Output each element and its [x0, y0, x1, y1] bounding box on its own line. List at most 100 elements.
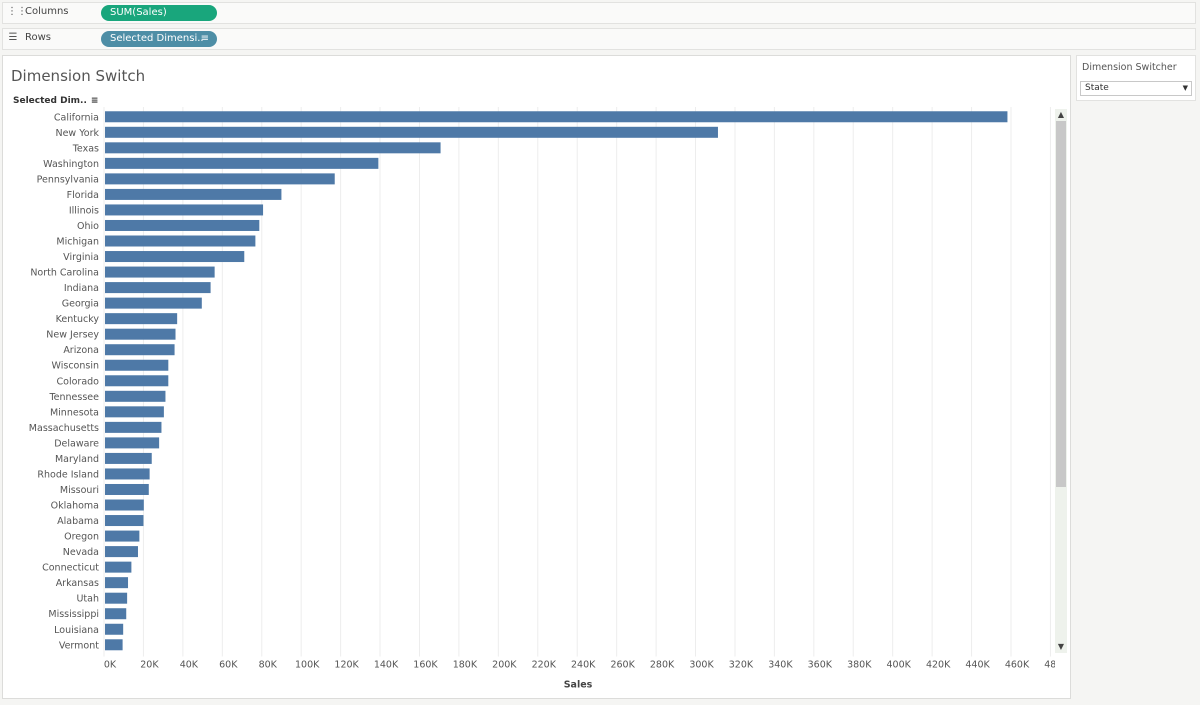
sales-bar[interactable]	[105, 390, 166, 402]
sum-sales-pill[interactable]: SUM(Sales)	[101, 5, 217, 21]
category-label: Nevada	[63, 547, 99, 558]
sales-bar[interactable]	[105, 437, 160, 449]
sales-bar[interactable]	[105, 251, 245, 263]
x-tick-label: 300K	[689, 660, 714, 671]
sales-bar[interactable]	[105, 126, 718, 138]
x-tick-label: 380K	[847, 660, 872, 671]
x-tick-label: 160K	[413, 660, 438, 671]
sales-bar[interactable]	[105, 297, 202, 309]
sales-bar[interactable]	[105, 204, 264, 216]
sort-descending-icon[interactable]: ≡	[90, 96, 99, 106]
category-label: Mississippi	[48, 609, 99, 620]
x-tick-label: 200K	[492, 660, 517, 671]
x-tick-label: 400K	[887, 660, 912, 671]
sales-bar[interactable]	[105, 359, 169, 371]
x-tick-label: 180K	[453, 660, 478, 671]
sales-bar[interactable]	[105, 328, 176, 340]
category-label: Indiana	[64, 283, 99, 294]
sales-bar[interactable]	[105, 173, 335, 185]
x-tick-label: 60K	[219, 660, 238, 671]
row-header-label: Selected Dim..	[13, 96, 87, 106]
sales-bar[interactable]	[105, 282, 211, 294]
x-axis-title: Sales	[564, 680, 593, 691]
sales-bar[interactable]	[105, 515, 144, 527]
selected-dimension-pill[interactable]: Selected Dimensi.. ≡	[101, 31, 217, 47]
sales-bar[interactable]	[105, 266, 215, 278]
x-tick-label: 80K	[259, 660, 278, 671]
columns-label: Columns	[25, 6, 69, 17]
sales-bar[interactable]	[105, 499, 144, 511]
x-tick-label: 360K	[808, 660, 833, 671]
sales-bar[interactable]	[105, 344, 175, 356]
rows-icon: ☰	[8, 32, 18, 43]
sales-bar[interactable]	[105, 639, 123, 651]
x-tick-label: 120K	[334, 660, 359, 671]
sales-bar[interactable]	[105, 421, 162, 433]
category-label: Maryland	[55, 454, 99, 465]
sales-bar[interactable]	[105, 608, 127, 620]
category-label: California	[54, 112, 99, 123]
category-label: Pennsylvania	[37, 174, 99, 185]
x-tick-label: 220K	[532, 660, 557, 671]
sales-bar[interactable]	[105, 561, 132, 573]
rows-label: Rows	[25, 32, 52, 43]
x-tick-label: 40K	[180, 660, 199, 671]
sales-bar[interactable]	[105, 468, 150, 480]
x-tick-label: 240K	[571, 660, 596, 671]
sales-bar[interactable]	[105, 188, 282, 200]
sales-bar[interactable]	[105, 546, 138, 558]
x-tick-label: 280K	[650, 660, 675, 671]
category-label: Connecticut	[42, 563, 99, 574]
category-label: Washington	[43, 159, 99, 170]
category-label: Illinois	[69, 205, 99, 216]
sales-bar[interactable]	[105, 577, 129, 589]
category-label: Michigan	[56, 237, 99, 248]
columns-shelf: ⋮⋮ Columns SUM(Sales)	[2, 2, 1196, 24]
sales-bar[interactable]	[105, 623, 124, 635]
x-tick-label: 460K	[1005, 660, 1030, 671]
category-label: Ohio	[77, 221, 99, 232]
sales-bar[interactable]	[105, 592, 128, 604]
category-label: Minnesota	[50, 407, 99, 418]
sales-bar[interactable]	[105, 406, 164, 418]
row-header[interactable]: Selected Dim.. ≡	[13, 96, 98, 106]
x-tick-label: 320K	[729, 660, 754, 671]
sales-bar[interactable]	[105, 483, 149, 495]
category-label: Delaware	[54, 438, 99, 449]
category-label: New Jersey	[46, 330, 99, 341]
scroll-thumb[interactable]	[1056, 121, 1066, 487]
category-label: Rhode Island	[37, 469, 99, 480]
category-label: North Carolina	[30, 268, 99, 279]
sales-bar[interactable]	[105, 111, 1008, 123]
sales-bar[interactable]	[105, 157, 379, 169]
viz-sheet: Dimension Switch Selected Dim.. ≡ Califo…	[2, 55, 1071, 699]
category-label: Oregon	[64, 532, 99, 543]
vertical-scrollbar[interactable]: ▲ ▼	[1055, 109, 1067, 653]
sales-bar[interactable]	[105, 375, 169, 387]
dimension-switcher-title: Dimension Switcher	[1082, 62, 1177, 73]
rows-shelf-label: ☰ Rows	[7, 32, 52, 43]
scroll-down-icon[interactable]: ▼	[1057, 642, 1065, 651]
rows-shelf: ☰ Rows Selected Dimensi.. ≡	[2, 28, 1196, 50]
category-label: Georgia	[62, 299, 99, 310]
scroll-up-icon[interactable]: ▲	[1057, 110, 1065, 119]
sales-bar[interactable]	[105, 452, 152, 464]
x-tick-label: 100K	[295, 660, 320, 671]
x-tick-label: 440K	[965, 660, 990, 671]
dimension-switcher-select[interactable]: State ▼	[1080, 81, 1192, 96]
x-tick-label: 260K	[610, 660, 635, 671]
x-tick-label: 20K	[140, 660, 159, 671]
sales-bar[interactable]	[105, 219, 260, 231]
sales-bar[interactable]	[105, 313, 178, 325]
category-label: Colorado	[57, 376, 100, 387]
sheet-title: Dimension Switch	[11, 67, 146, 85]
category-label: Kentucky	[56, 314, 100, 325]
sales-bar[interactable]	[105, 530, 140, 542]
sales-bar[interactable]	[105, 235, 256, 247]
x-tick-label: 340K	[768, 660, 793, 671]
sales-bar[interactable]	[105, 142, 441, 154]
x-tick-label: 140K	[374, 660, 399, 671]
category-label: Vermont	[59, 640, 99, 651]
category-label: Massachusetts	[29, 423, 99, 434]
category-label: Wisconsin	[52, 361, 99, 372]
